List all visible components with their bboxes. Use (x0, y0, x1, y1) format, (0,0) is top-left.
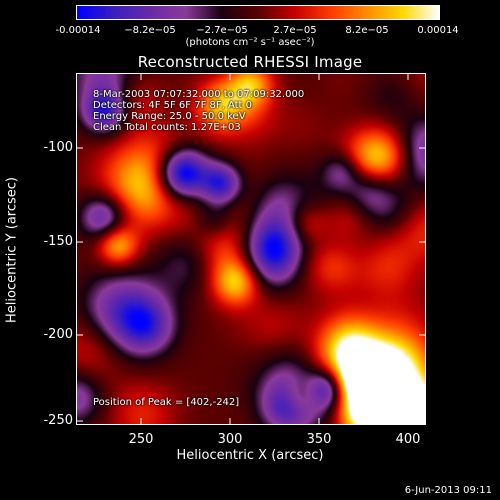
y-tick-label: -100 (43, 140, 73, 155)
peak-position-text: Position of Peak = [402,-242] (93, 397, 240, 408)
colorbar-tick: 0.00014 (417, 25, 459, 36)
y-tick-label: -250 (43, 413, 73, 428)
colorbar-tick: 8.2e−05 (345, 25, 389, 36)
image-title: Reconstructed RHESSI Image (137, 53, 363, 71)
colorbar-unit-label: (photons cm⁻² s⁻¹ asec⁻²) (185, 37, 315, 48)
time-range-text: 8-Mar-2003 07:07:32.000 to 07:09:32.000 (93, 89, 305, 100)
energy-range-text: Energy Range: 25.0 - 50.0 keV (93, 111, 246, 122)
clean-counts-text: Clean Total counts: 1.27E+03 (93, 122, 241, 133)
colorbar-tick: −8.2e−05 (124, 25, 176, 36)
timestamp-footer: 6-Jun-2013 09:11 (404, 485, 492, 496)
colorbar-tick: 2.7e−05 (273, 25, 317, 36)
x-tick-label: 400 (395, 432, 421, 447)
y-tick-label: -200 (43, 327, 73, 342)
x-axis-label: Heliocentric X (arcsec) (176, 448, 324, 463)
rhessi-image (76, 73, 426, 425)
x-tick-label: 300 (217, 432, 243, 447)
colorbar-tick: -0.00014 (55, 25, 101, 36)
heatmap-canvas (76, 73, 426, 425)
x-tick-label: 350 (306, 432, 332, 447)
colorbar-tick: −2.7e−05 (196, 25, 248, 36)
detectors-text: Detectors: 4F 5F 6F 7F 8F, Att 0 (93, 100, 253, 111)
x-tick-label: 250 (128, 432, 154, 447)
colorbar (76, 5, 440, 20)
y-tick-label: -150 (43, 234, 73, 249)
y-axis-label: Heliocentric Y (arcsec) (4, 177, 20, 323)
